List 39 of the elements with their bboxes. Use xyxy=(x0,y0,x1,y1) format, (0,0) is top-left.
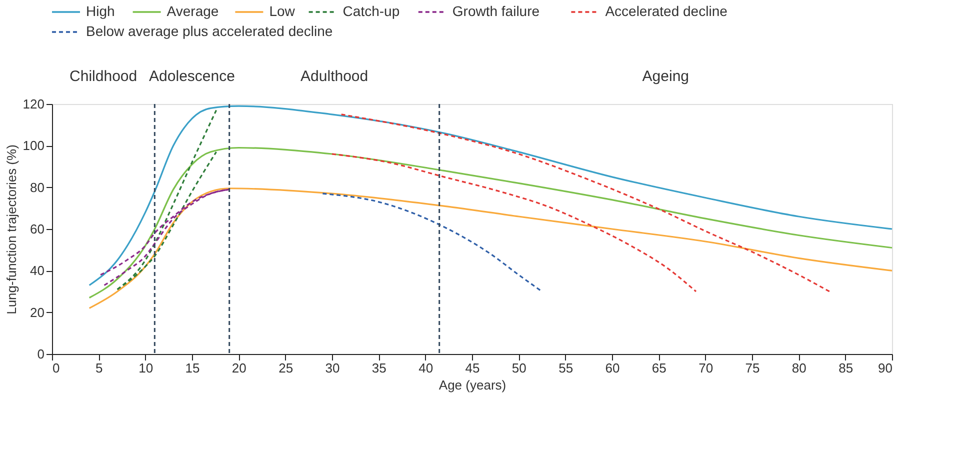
text: Adolescence xyxy=(149,68,235,85)
x-tick-label: 30 xyxy=(325,360,340,376)
legend-label: Growth failure xyxy=(452,3,540,19)
text: Ageing xyxy=(642,68,690,85)
y-axis-title: Lung-function trajectories (%) xyxy=(4,144,19,314)
x-tick-label: 40 xyxy=(418,360,434,376)
text: Adulthood xyxy=(300,68,368,85)
legend-label: Catch-up xyxy=(342,3,400,19)
legend-label: Low xyxy=(269,3,296,19)
y-tick-label: 60 xyxy=(30,222,44,236)
x-tick-label: 15 xyxy=(185,360,200,376)
legend-label: Average xyxy=(166,3,219,19)
legend-label: Below average plus accelerated decline xyxy=(86,23,333,39)
x-tick-label: 20 xyxy=(232,360,246,376)
x-tick-label: 65 xyxy=(652,360,666,376)
y-tick-label: 0 xyxy=(37,346,44,362)
x-tick-label: 70 xyxy=(698,360,714,376)
x-tick-label: 35 xyxy=(372,360,386,376)
x-tick-label: 60 xyxy=(605,360,620,376)
y-tick-label: 20 xyxy=(30,304,44,320)
x-tick-label: 25 xyxy=(278,360,294,376)
x-tick-label: 75 xyxy=(745,360,760,376)
x-tick-label: 5 xyxy=(96,360,103,376)
y-tick-label: 120 xyxy=(22,96,44,112)
text: Childhood xyxy=(70,68,138,85)
x-tick-label: 80 xyxy=(792,360,806,376)
x-tick-label: 50 xyxy=(512,360,526,376)
y-tick-label: 80 xyxy=(30,180,44,195)
x-tick-label: 85 xyxy=(838,360,854,376)
x-tick-label: 10 xyxy=(138,360,154,376)
x-tick-label: 45 xyxy=(465,360,480,376)
x-axis-title: Age (years) xyxy=(438,378,506,392)
x-tick-label: 0 xyxy=(52,360,60,376)
legend-label: Accelerated decline xyxy=(605,3,728,19)
legend-label: High xyxy=(86,3,115,19)
x-tick-label: 90 xyxy=(878,360,892,376)
y-tick-label: 100 xyxy=(22,138,44,154)
x-tick-label: 55 xyxy=(558,360,574,376)
y-tick-label: 40 xyxy=(30,263,44,278)
